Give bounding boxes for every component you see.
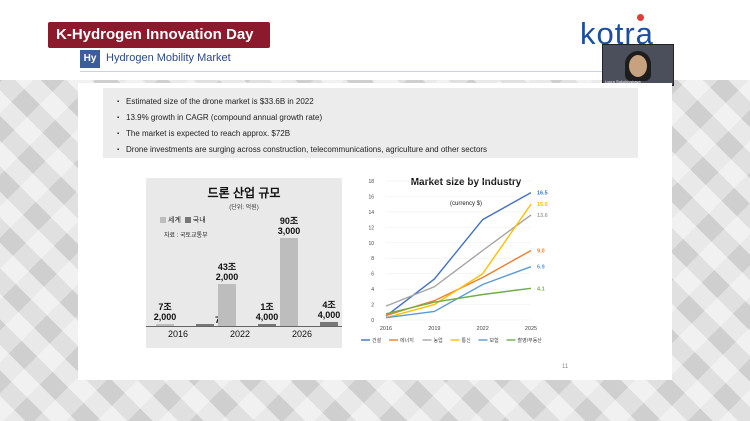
speaker-video[interactable]: Lyura Sokolovskaya: [602, 44, 674, 86]
legend-label: 농업: [434, 337, 443, 344]
y-tick-label: 6: [371, 272, 374, 278]
bar-value-label: 4조 4,000: [317, 299, 341, 320]
y-tick-label: 4: [371, 287, 374, 293]
bar-world: [156, 324, 174, 326]
series-line-농업: [385, 214, 532, 307]
bar-value-label: 7조 2,000: [153, 302, 177, 322]
legend-label: 보험: [490, 338, 499, 344]
market-size-line-chart: Market size by Industry (currency $) 0 2 4…: [356, 173, 576, 358]
legend-label: 건설: [372, 337, 382, 344]
bar-domestic: [196, 324, 214, 326]
bar-chart-source: 자료 : 국토교통부: [164, 233, 208, 239]
drone-industry-bar-chart: 드론 산업 규모 (단위: 억원) 세계 국내 자료 : 국토교통부 7조 2,0…: [146, 178, 342, 348]
bullet-item: 13.9% growth in CAGR (compound annual gr…: [117, 110, 638, 126]
bar-world: [280, 238, 298, 326]
bar-year-label: 2016: [168, 329, 189, 339]
bar-value-label: 90조 3,000: [277, 216, 301, 236]
bar-chart-legend: 세계 국내: [160, 215, 206, 225]
y-tick-label: 18: [368, 179, 374, 185]
x-tick-label: 2016: [380, 326, 392, 332]
line-chart-svg: 0 2 4 6 8 10 12 14 16 18 2016 2019 2022 2025 16.5 9.0 13…: [361, 179, 548, 344]
series-line-보험: [385, 266, 532, 319]
kotra-logo-dot-icon: [637, 14, 644, 21]
bullet-box: Estimated size of the drone market is $3…: [103, 88, 638, 158]
x-tick-label: 2019: [428, 326, 440, 332]
bullet-item: The market is expected to reach approx. …: [117, 126, 638, 142]
y-tick-label: 8: [371, 256, 374, 262]
x-tick-label: 2022: [477, 326, 489, 332]
bar-domestic: [320, 321, 338, 326]
title-divider: [80, 71, 645, 72]
legend-label: 촬영/부동산: [518, 337, 543, 344]
bar-world: [218, 283, 236, 326]
series-line-건설: [385, 191, 532, 317]
line-chart-subtitle: (currency $): [449, 201, 482, 207]
bullet-item: Estimated size of the drone market is $3…: [117, 94, 638, 110]
series-line-촬영/부동산: [385, 287, 532, 315]
series-end-label: 15.0: [537, 202, 548, 208]
bar-domestic: [258, 324, 276, 326]
speaker-face: [629, 55, 647, 77]
speaker-name: Lyura Sokolovskaya: [605, 79, 641, 84]
series-line-에너지: [385, 249, 532, 317]
legend-swatch-world: [160, 217, 166, 224]
bar-chart-axis: [146, 326, 342, 327]
series-end-label: 4.1: [537, 286, 545, 292]
section-title: Hydrogen Mobility Market: [106, 52, 231, 64]
bar-chart-unit: (단위: 억원): [229, 205, 259, 211]
y-tick-label: 14: [368, 210, 374, 216]
page-number: 11: [562, 364, 569, 370]
slide: Estimated size of the drone market is $3…: [78, 83, 672, 380]
hy-logo-icon: Hy: [80, 50, 100, 68]
legend-swatch-domestic: [184, 217, 191, 224]
bar-year-label: 2026: [292, 329, 313, 339]
x-tick-label: 2025: [525, 326, 537, 332]
bar-chart-title: 드론 산업 규모: [207, 186, 281, 200]
bar-year-label: 2022: [230, 329, 251, 339]
legend-label-world: 세계: [168, 217, 181, 224]
series-end-label: 16.5: [537, 191, 548, 197]
y-tick-label: 0: [371, 318, 374, 324]
legend-label-domestic: 국내: [192, 217, 206, 224]
bar-value-label: 1조 4,000: [255, 302, 279, 322]
bar-value-label: 43조 2,000: [215, 261, 239, 282]
bullet-item: Drone investments are surging across con…: [117, 142, 638, 158]
series-line-통신: [385, 203, 532, 319]
y-tick-label: 16: [368, 194, 374, 200]
y-tick-label: 10: [368, 241, 374, 247]
series-end-label: 9.0: [537, 249, 545, 255]
legend-label: 에너지: [400, 337, 414, 344]
series-end-label: 13.6: [537, 213, 548, 219]
y-tick-label: 12: [368, 225, 374, 231]
legend-label: 통신: [462, 337, 472, 344]
event-title: K-Hydrogen Innovation Day: [48, 22, 270, 48]
line-chart-title: Market size by Industry: [410, 177, 522, 188]
series-end-label: 6.9: [537, 265, 545, 271]
y-tick-label: 2: [371, 303, 374, 309]
